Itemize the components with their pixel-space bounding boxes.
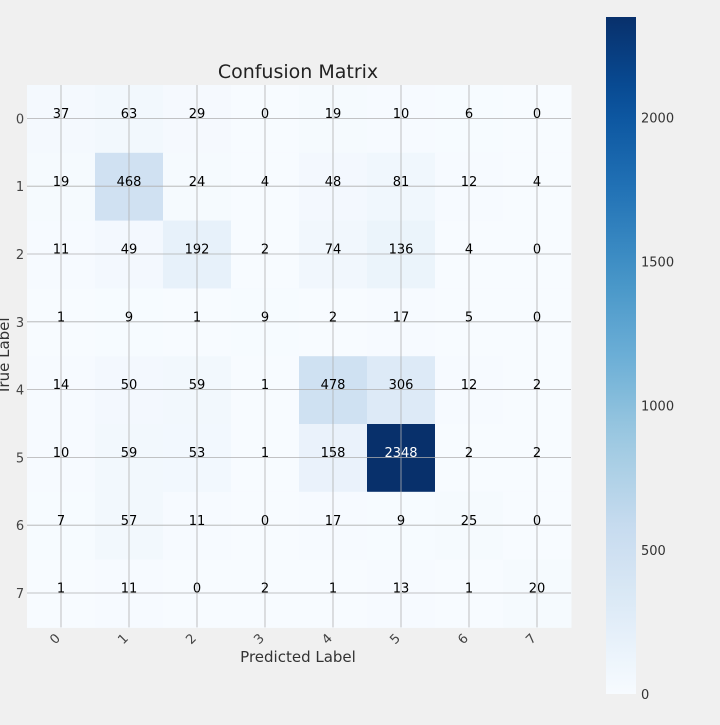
cell-value-label: 0: [533, 107, 541, 122]
cell-value-label: 9: [397, 514, 405, 529]
colorbar-tick-labels: 0 500 1000 1500 2000: [641, 111, 674, 703]
x-axis-label: Predicted Label: [240, 648, 356, 666]
cell-value-label: 11: [53, 243, 70, 258]
cell-value-label: 13: [393, 582, 410, 597]
cell-value-label: 2: [261, 243, 269, 258]
cell-value-label: 12: [461, 175, 478, 190]
cell-value-label: 12: [461, 378, 478, 393]
cell-value-label: 20: [529, 582, 546, 597]
cell-value-label: 2: [329, 310, 337, 325]
cell-value-label: 136: [389, 243, 414, 258]
cell-value-label: 59: [189, 378, 206, 393]
cell-value-label: 306: [389, 378, 414, 393]
cell-value-label: 11: [121, 582, 138, 597]
cell-value-label: 158: [321, 446, 346, 461]
cell-value-label: 25: [461, 514, 478, 529]
cell-value-label: 11: [189, 514, 206, 529]
cell-value-label: 10: [53, 446, 70, 461]
x-tick-labels: 0 1 2 3 4 5 6 7: [47, 631, 539, 647]
cell-value-label: 59: [121, 446, 138, 461]
cell-value-label: 4: [261, 175, 269, 190]
colorbar: 0 500 1000 1500 2000: [606, 17, 674, 703]
colorbar-gradient: [606, 17, 636, 694]
cell-value-label: 2: [261, 582, 269, 597]
cell-value-label: 7: [57, 514, 65, 529]
colorbar-tick-label: 1500: [641, 256, 674, 271]
cell-value-label: 1: [193, 310, 201, 325]
y-tick-label: 1: [16, 180, 24, 195]
x-tick-label: 1: [115, 631, 131, 647]
cell-value-label: 24: [189, 175, 206, 190]
heatmap-cells: [27, 85, 572, 628]
x-tick-label: 6: [455, 631, 471, 647]
cell-value-label: 1: [57, 310, 65, 325]
cell-value-label: 6: [465, 107, 473, 122]
y-tick-label: 2: [16, 248, 24, 263]
cell-value-label: 14: [53, 378, 70, 393]
cell-value-label: 17: [393, 310, 410, 325]
cell-value-label: 0: [193, 582, 201, 597]
y-tick-label: 4: [16, 384, 24, 399]
cell-value-label: 37: [53, 107, 70, 122]
cell-value-label: 9: [125, 310, 133, 325]
x-tick-label: 5: [387, 631, 403, 647]
cell-value-label: 4: [533, 175, 541, 190]
y-axis-label: True Label: [0, 317, 13, 395]
cell-value-label: 1: [261, 378, 269, 393]
cell-value-label: 48: [325, 175, 342, 190]
cell-value-label: 19: [325, 107, 342, 122]
y-tick-label: 5: [16, 451, 24, 466]
y-tick-label: 3: [16, 316, 24, 331]
cell-value-label: 74: [325, 243, 342, 258]
cell-value-label: 1: [261, 446, 269, 461]
cell-value-label: 4: [465, 243, 473, 258]
cell-value-label: 0: [533, 243, 541, 258]
cell-value-label: 9: [261, 310, 269, 325]
cell-value-label: 10: [393, 107, 410, 122]
cell-value-label: 2: [533, 378, 541, 393]
x-tick-label: 0: [47, 631, 63, 647]
x-tick-label: 4: [319, 631, 335, 647]
cell-value-label: 50: [121, 378, 138, 393]
cell-value-label: 57: [121, 514, 138, 529]
colorbar-tick-label: 1000: [641, 400, 674, 415]
cell-value-label: 0: [533, 514, 541, 529]
cell-value-label: 19: [53, 175, 70, 190]
cell-value-label: 1: [465, 582, 473, 597]
x-tick-label: 7: [523, 631, 539, 647]
cell-value-label: 29: [189, 107, 206, 122]
y-tick-label: 7: [16, 587, 24, 602]
colorbar-tick-label: 0: [641, 688, 649, 703]
cell-value-label: 1: [57, 582, 65, 597]
cell-value-label: 192: [185, 243, 210, 258]
cell-value-label: 63: [121, 107, 138, 122]
cell-value-label: 0: [261, 514, 269, 529]
chart-title: Confusion Matrix: [218, 61, 378, 83]
x-tick-label: 3: [251, 631, 267, 647]
y-tick-label: 0: [16, 112, 24, 127]
colorbar-tick-label: 2000: [641, 111, 674, 126]
grid-lines: [27, 85, 571, 628]
cell-value-label: 2: [533, 446, 541, 461]
cell-value-label: 0: [261, 107, 269, 122]
y-tick-label: 6: [16, 519, 24, 534]
cell-value-label: 468: [117, 175, 142, 190]
cell-value-label: 2: [465, 446, 473, 461]
colorbar-tick-label: 500: [641, 544, 666, 559]
cell-value-label: 1: [329, 582, 337, 597]
cell-value-label: 0: [533, 310, 541, 325]
cell-value-labels: 37 63 29 0 19 10 6 019 468 24 4 48 81 12 411 49 192 2 74 13…: [53, 107, 546, 597]
x-tick-label: 2: [183, 631, 199, 647]
cell-value-label: 5: [465, 310, 473, 325]
y-tick-labels: 0 1 2 3 4 5 6 7: [16, 112, 24, 602]
cell-value-label: 81: [393, 175, 410, 190]
cell-value-label: 2348: [384, 446, 417, 461]
cell-value-label: 53: [189, 446, 206, 461]
cell-value-label: 17: [325, 514, 342, 529]
cell-value-label: 49: [121, 243, 138, 258]
cell-value-label: 478: [321, 378, 346, 393]
